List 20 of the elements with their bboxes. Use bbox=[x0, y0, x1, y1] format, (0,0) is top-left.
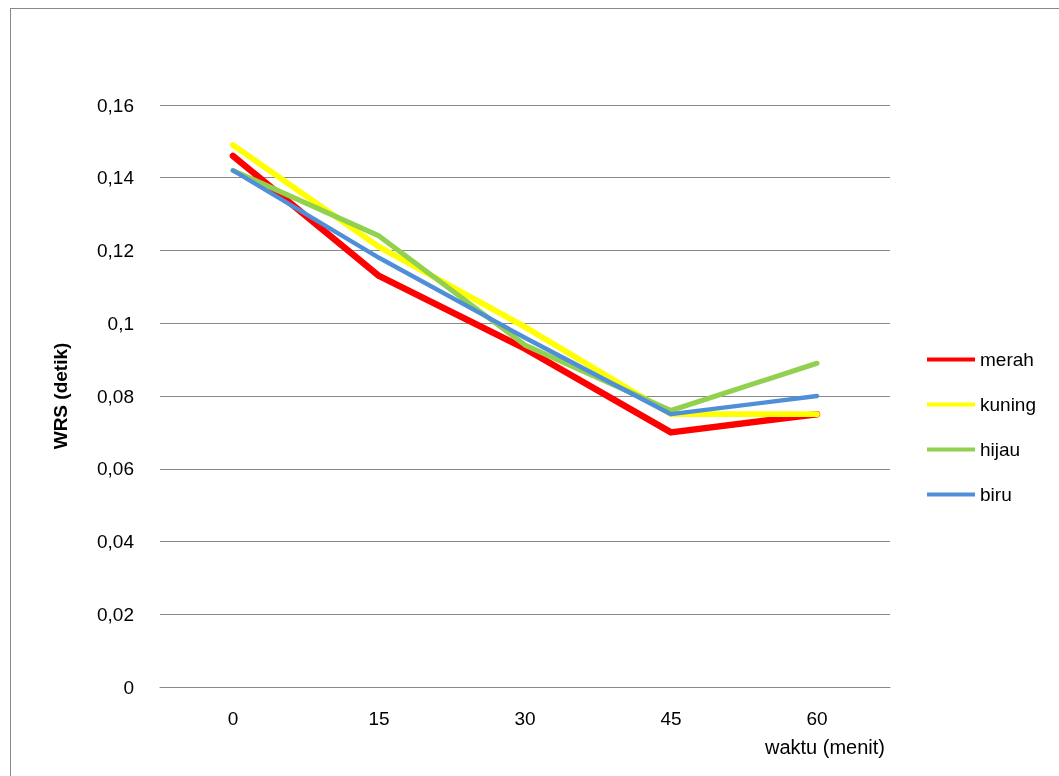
x-tick-label: 15 bbox=[368, 708, 390, 729]
y-tick-label: 0,14 bbox=[97, 167, 135, 189]
y-tick-label: 0 bbox=[123, 676, 134, 698]
y-axis-title: WRS (detik) bbox=[50, 342, 71, 450]
legend-label: hijau bbox=[980, 439, 1021, 460]
y-tick-label: 0,1 bbox=[107, 312, 134, 334]
legend-label: biru bbox=[980, 484, 1012, 505]
x-tick-label: 45 bbox=[660, 708, 682, 729]
y-tick-label: 0,04 bbox=[97, 531, 135, 552]
x-tick-label: 30 bbox=[514, 708, 536, 729]
legend-label: kuning bbox=[980, 394, 1037, 415]
x-tick-label: 60 bbox=[806, 708, 828, 729]
y-tick-label: 0,16 bbox=[97, 94, 134, 116]
legend-label: merah bbox=[980, 349, 1034, 370]
y-tick-label: 0,06 bbox=[97, 458, 134, 480]
y-tick-label: 0,08 bbox=[97, 385, 134, 407]
y-tick-label: 0,12 bbox=[97, 240, 134, 261]
x-axis-title: waktu (menit) bbox=[763, 736, 885, 758]
y-tick-label: 0,02 bbox=[97, 603, 134, 625]
x-tick-label: 0 bbox=[227, 708, 239, 729]
